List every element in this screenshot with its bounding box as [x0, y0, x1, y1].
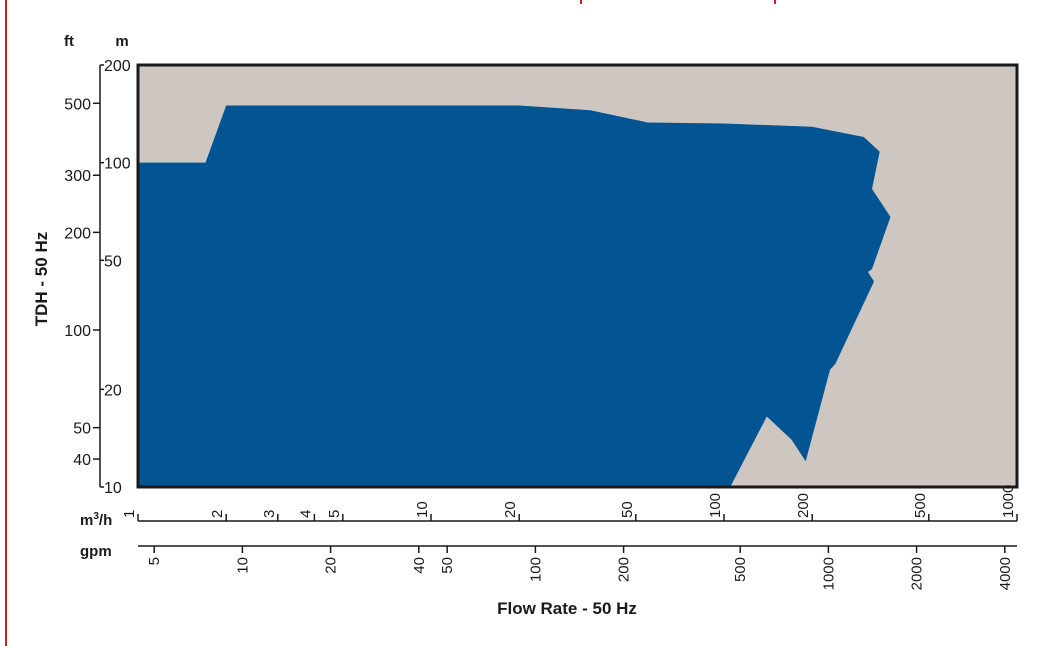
x-tick-label-m3h: 20 — [502, 501, 519, 518]
x-tick-label-gpm: 10 — [234, 557, 251, 574]
x-tick-label-gpm: 5 — [146, 557, 163, 565]
x-tick-label-m3h: 1 — [121, 510, 138, 518]
x-tick-label-m3h: 100 — [707, 493, 724, 518]
y-tick-label-ft: 200 — [64, 225, 91, 242]
y-tick-label-ft: 100 — [64, 323, 91, 340]
x-tick-label-m3h: 5 — [326, 510, 343, 518]
x-tick-label-m3h: 3 — [261, 510, 278, 518]
x-tick-label-m3h: 50 — [619, 501, 636, 518]
x-tick-label-gpm: 200 — [616, 557, 633, 582]
x-tick-label-gpm: 1000 — [820, 557, 837, 590]
y-tick-label-m: 10 — [104, 480, 122, 497]
x-unit-m3h: m3/h — [80, 511, 112, 529]
y-axis-title: TDH - 50 Hz — [32, 232, 51, 326]
y-tick-label-ft: 40 — [73, 452, 91, 469]
x-tick-label-m3h: 2 — [209, 510, 226, 518]
x-tick-label-gpm: 2000 — [909, 557, 926, 590]
y-tick-label-ft: 50 — [73, 421, 91, 438]
x-tick-label-gpm: 40 — [411, 557, 428, 574]
x-tick-label-gpm: 20 — [323, 557, 340, 574]
y-tick-label-m: 20 — [104, 382, 122, 399]
x-axis-title: Flow Rate - 50 Hz — [497, 599, 637, 618]
x-tick-label-gpm: 500 — [732, 557, 749, 582]
x-tick-label-m3h: 500 — [912, 493, 929, 518]
x-tick-label-gpm: 50 — [439, 557, 456, 574]
x-tick-label-gpm: 100 — [527, 557, 544, 582]
plot-frame — [136, 63, 1019, 489]
operating-envelope — [138, 105, 891, 487]
y-tick-label-m: 50 — [104, 253, 122, 270]
x-tick-label-gpm: 4000 — [997, 557, 1014, 590]
x-tick-label-m3h: 4 — [297, 510, 314, 518]
x-tick-label-m3h: 200 — [795, 493, 812, 518]
y-unit-ft: ft — [64, 33, 74, 50]
y-tick-label-m: 200 — [104, 58, 131, 75]
x-tick-label-m3h: 1000 — [1000, 485, 1017, 518]
y-unit-m: m — [115, 33, 128, 50]
y-tick-label-ft: 500 — [64, 96, 91, 113]
x-unit-gpm: gpm — [80, 543, 112, 560]
y-axis: ft m 10 20 50 100 200 40 50 100 200 300 500 TDH - … — [32, 33, 131, 497]
y-tick-label-ft: 300 — [64, 168, 91, 185]
y-tick-label-m: 100 — [104, 156, 131, 173]
x-tick-label-m3h: 10 — [414, 501, 431, 518]
